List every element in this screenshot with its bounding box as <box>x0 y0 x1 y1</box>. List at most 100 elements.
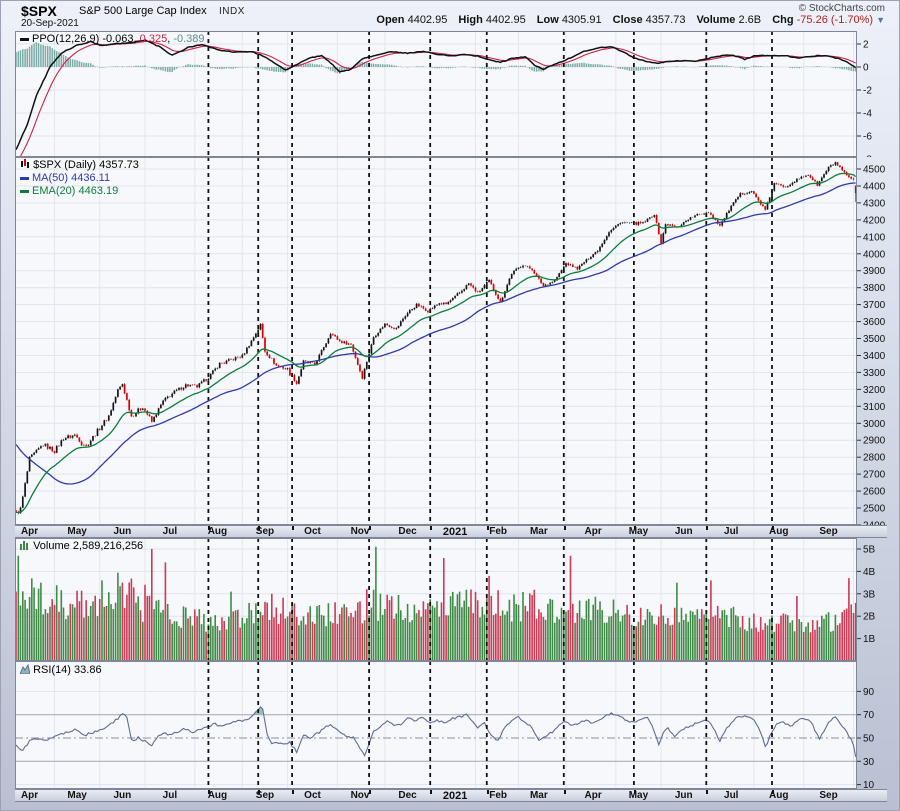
chg-value: -75.26 (-1.70%) <box>796 14 874 26</box>
month-label-jul: Jul <box>162 526 178 537</box>
month-label-may: May <box>628 790 649 801</box>
svg-text:70: 70 <box>863 710 875 721</box>
svg-text:2: 2 <box>863 40 869 51</box>
ema20-label: EMA(20) <box>32 185 76 197</box>
svg-text:2700: 2700 <box>863 470 886 481</box>
month-label-apr: Apr <box>20 526 39 537</box>
ma50-label: MA(50) <box>32 172 69 184</box>
svg-text:1B: 1B <box>863 634 876 645</box>
low-value: 4305.91 <box>561 14 602 26</box>
ema20-value: 4463.19 <box>78 185 119 197</box>
svg-text:2900: 2900 <box>863 436 886 447</box>
exchange-label: INDX <box>219 6 245 17</box>
high-label: High <box>458 14 483 26</box>
rsi-legend-value: 33.86 <box>74 664 102 676</box>
open-value: 4402.95 <box>407 14 448 26</box>
month-label-sep: Sep <box>819 526 838 537</box>
ppo-legend: PPO(12,26,9) -0.063, 0.325, -0.389 <box>20 33 205 46</box>
month-axis-lower: Apr May Jun Jul Aug Sep Oct Nov Dec 2021 Feb Mar Apr… <box>15 789 887 802</box>
price-legend-label: $SPX (Daily) <box>33 159 97 171</box>
svg-text:4100: 4100 <box>863 232 886 243</box>
p-price-svg: 4500 4400 4300 4200 4100 4000 3900 3800 3700 3600… <box>15 157 886 525</box>
svg-text:90: 90 <box>863 687 875 698</box>
close-value: 4357.73 <box>645 14 686 26</box>
high-value: 4402.95 <box>485 14 526 26</box>
price-panel: 4500 4400 4300 4200 4100 4000 3900 3800 3700 3600… <box>1 157 900 525</box>
svg-text:4300: 4300 <box>863 198 886 209</box>
svg-text:2B: 2B <box>863 612 876 623</box>
svg-text:4500: 4500 <box>863 165 886 176</box>
svg-text:4200: 4200 <box>863 215 886 226</box>
axis-tick <box>486 790 489 794</box>
month-label-aug: Aug <box>769 790 789 801</box>
symbol: $SPX <box>21 3 57 19</box>
ppo-line-swatch <box>20 37 29 41</box>
stockcharts-copyright-link[interactable]: © StockCharts.com <box>798 3 885 14</box>
ppo-value: -0.063 <box>102 33 134 45</box>
month-label-2021: 2021 <box>442 790 468 802</box>
chg-label: Chg <box>772 14 794 26</box>
svg-text:3400: 3400 <box>863 351 886 362</box>
axis-tick <box>292 790 295 794</box>
ppo-signal-value: 0.325 <box>139 33 168 45</box>
p-rsi-svg: 90 70 50 30 10 <box>15 661 875 789</box>
low-label: Low <box>536 14 559 26</box>
month-label-apr: Apr <box>20 790 39 801</box>
axis-tick <box>430 790 433 794</box>
svg-text:3800: 3800 <box>863 283 886 294</box>
axis-tick <box>563 526 566 530</box>
month-label-may: May <box>628 526 649 537</box>
svg-text:2800: 2800 <box>863 453 886 464</box>
rsi-legend: RSI(14) 33.86 <box>19 663 102 677</box>
month-label-sep: Sep <box>255 790 275 801</box>
month-label-apr: Apr <box>584 790 602 801</box>
axis-tick <box>706 526 709 530</box>
p-ppo-svg: 2 0 -2 -4 -6 -8 <box>15 31 872 157</box>
svg-text:-2: -2 <box>863 86 872 97</box>
svg-text:3200: 3200 <box>863 385 886 396</box>
axis-tick <box>771 790 774 794</box>
month-label-jun: Jun <box>674 790 693 801</box>
svg-text:3300: 3300 <box>863 368 886 379</box>
rsi-panel: 90 70 50 30 10 <box>1 661 900 789</box>
month-label-jun: Jun <box>113 790 132 801</box>
axis-tick <box>706 790 709 794</box>
svg-text:3600: 3600 <box>863 317 886 328</box>
chg-dropdown-icon[interactable]: ▼ <box>876 15 885 25</box>
ppo-panel: 2 0 -2 -4 -6 -8 <box>1 31 900 157</box>
ppo-hist-value: -0.389 <box>173 33 205 45</box>
month-label-sep: Sep <box>255 526 275 537</box>
month-label-feb: Feb <box>489 790 507 801</box>
month-label-may: May <box>67 790 87 801</box>
rsi-area-icon <box>19 663 31 675</box>
ma50-value: 4436.11 <box>71 172 111 184</box>
svg-text:3100: 3100 <box>863 402 886 413</box>
volume-legend-label: Volume <box>33 540 70 552</box>
chart-date: 20-Sep-2021 <box>21 18 79 29</box>
ema20-swatch <box>20 189 29 193</box>
svg-text:3B: 3B <box>863 589 876 600</box>
svg-text:4400: 4400 <box>863 182 886 193</box>
month-label-2021: 2021 <box>442 526 468 538</box>
month-label-jul: Jul <box>162 790 178 801</box>
axis-tick <box>486 526 489 530</box>
price-last-value: 4357.73 <box>99 159 139 171</box>
month-label-jul: Jul <box>724 790 739 801</box>
svg-text:30: 30 <box>863 757 875 768</box>
open-label: Open <box>376 14 405 26</box>
month-label-nov: Nov <box>350 790 370 801</box>
svg-text:0: 0 <box>863 63 869 74</box>
ma50-swatch <box>20 176 29 180</box>
svg-text:50: 50 <box>863 734 875 745</box>
close-label: Close <box>612 14 643 26</box>
axis-tick <box>430 526 433 530</box>
month-label-sep: Sep <box>819 790 838 801</box>
month-label-dec: Dec <box>398 790 417 801</box>
svg-text:-6: -6 <box>863 132 872 143</box>
axis-tick <box>292 526 295 530</box>
axis-tick <box>369 526 372 530</box>
month-label-jun: Jun <box>674 526 693 537</box>
price-legend: $SPX (Daily) 4357.73 MA(50) 4436.11 EMA(… <box>20 159 139 198</box>
month-label-mar: Mar <box>529 790 548 801</box>
